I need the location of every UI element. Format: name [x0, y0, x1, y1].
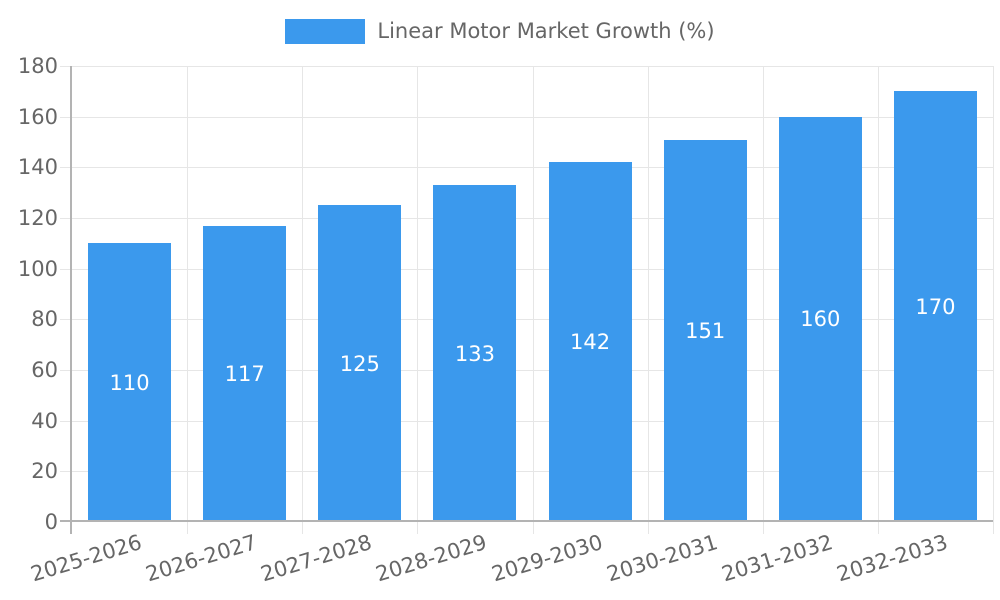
bar-value-label: 151 — [685, 318, 726, 343]
x-tick — [878, 522, 879, 534]
y-tick — [60, 218, 72, 219]
legend-swatch — [285, 19, 366, 44]
legend-label: Linear Motor Market Growth (%) — [377, 19, 715, 43]
bar-value-label: 133 — [454, 341, 495, 366]
bar[interactable]: 125 — [318, 205, 402, 522]
y-tick — [60, 268, 72, 270]
bar[interactable]: 133 — [433, 185, 517, 522]
x-tick — [417, 522, 418, 534]
x-axis-label: 2031-2032 — [718, 530, 836, 587]
x-axis-label: 2032-2033 — [833, 530, 951, 587]
y-tick — [60, 319, 72, 321]
x-tick — [993, 522, 994, 534]
bar[interactable]: 151 — [663, 139, 747, 522]
bar-value-label: 110 — [109, 370, 150, 395]
y-gridline — [72, 167, 993, 169]
y-axis-label: 140 — [17, 155, 58, 180]
y-gridline — [72, 370, 993, 371]
y-axis-label: 80 — [31, 307, 58, 332]
y-axis-label: 180 — [17, 54, 58, 78]
plot-area: 110 117 125 133 142 151 160 170 — [60, 66, 994, 534]
bar-value-label: 125 — [339, 351, 380, 376]
x-tick — [187, 522, 188, 534]
y-axis-label: 120 — [17, 206, 58, 230]
x-tick — [648, 522, 649, 534]
bar[interactable]: 160 — [778, 116, 862, 522]
y-gridline — [72, 116, 993, 118]
y-gridline — [72, 420, 993, 422]
y-tick — [60, 66, 72, 67]
y-axis-line — [70, 66, 72, 534]
y-tick — [60, 370, 72, 371]
y-gridline — [72, 319, 993, 321]
x-axis-label: 2029-2030 — [488, 530, 606, 587]
x-axis-line — [60, 520, 993, 522]
x-tick — [533, 522, 534, 534]
bar-value-label: 160 — [800, 307, 841, 332]
y-axis-label: 40 — [31, 408, 58, 433]
y-gridline — [72, 218, 993, 219]
x-axis-label: 2025-2026 — [28, 530, 145, 587]
x-tick — [302, 522, 303, 534]
y-axis-label: 60 — [31, 358, 58, 382]
y-tick — [60, 116, 72, 118]
x-tick — [763, 522, 764, 534]
y-axis-label: 0 — [44, 510, 58, 534]
bar[interactable]: 117 — [203, 225, 287, 522]
y-tick — [60, 471, 72, 473]
category-gridline — [648, 66, 649, 522]
category-gridline — [993, 66, 994, 522]
category-gridline — [187, 66, 188, 522]
x-axis-label: 2030-2031 — [603, 530, 721, 587]
bar[interactable]: 170 — [893, 91, 977, 522]
y-axis-label: 20 — [31, 459, 58, 484]
y-axis-label: 160 — [17, 104, 58, 129]
category-gridline — [533, 66, 534, 522]
category-gridline — [417, 66, 418, 522]
bar-value-label: 142 — [570, 330, 611, 355]
y-axis-label: 100 — [17, 256, 58, 281]
y-gridline — [72, 471, 993, 473]
x-axis-label: 2026-2027 — [143, 530, 260, 587]
bar[interactable]: 110 — [88, 243, 172, 522]
y-tick — [60, 420, 72, 422]
bar-value-label: 117 — [224, 361, 265, 386]
category-gridline — [878, 66, 879, 522]
x-axis-label: 2027-2028 — [258, 530, 375, 587]
bar[interactable]: 142 — [548, 162, 632, 522]
legend[interactable]: Linear Motor Market Growth (%) — [0, 19, 1000, 44]
category-gridline — [763, 66, 764, 522]
category-gridline — [302, 66, 303, 522]
x-axis-label: 2028-2029 — [373, 530, 490, 587]
bar-value-label: 170 — [915, 294, 956, 319]
y-tick — [60, 167, 72, 169]
y-gridline — [72, 66, 993, 67]
y-gridline — [72, 268, 993, 270]
